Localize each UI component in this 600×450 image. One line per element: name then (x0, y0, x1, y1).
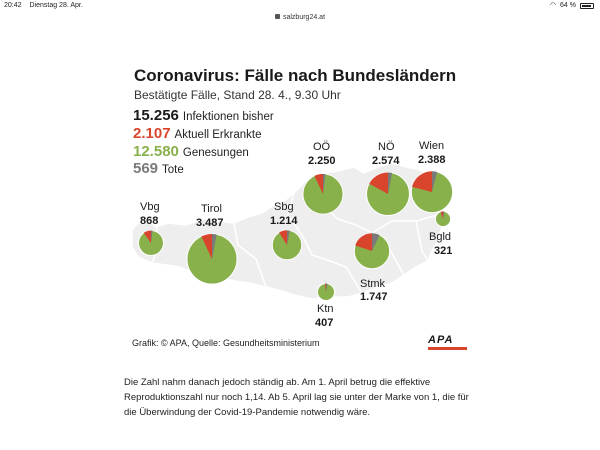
status-time: 20:42 (4, 2, 22, 9)
pie-tirol (186, 233, 238, 285)
stat-infections-label: Infektionen bisher (182, 111, 274, 123)
region-value-bgld: 321 (434, 245, 453, 257)
pie-slice-deaths (443, 211, 445, 219)
pie-slice-active (369, 172, 388, 194)
stat-recovered-label: Genesungen (182, 147, 249, 159)
pie-slice-active (440, 211, 443, 219)
pie-slice-deaths (323, 173, 326, 194)
region-label-ktn: Ktn (317, 303, 334, 315)
address-bar[interactable]: salzburg24.at (0, 11, 600, 24)
region-label-tirol: Tirol (201, 203, 222, 215)
stat-active-label: Aktuell Erkrankte (174, 129, 262, 141)
apa-logo-bar (428, 347, 467, 350)
infographic-credit: Grafik: © APA, Quelle: Gesundheitsminist… (132, 338, 320, 348)
region-label-oö: OÖ (313, 141, 331, 153)
pie-slice-active (314, 173, 323, 194)
apa-logo-text: APA (428, 334, 454, 346)
pie-ktn (316, 282, 336, 302)
stat-recovered-value: 12.580 (133, 143, 179, 160)
pie-slice-active (279, 230, 287, 245)
region-label-bgld: Bgld (429, 231, 452, 243)
stat-active: 2.107 Aktuell Erkrankte (133, 125, 261, 143)
region-value-wien: 2.388 (418, 154, 446, 166)
austria-map (131, 162, 454, 302)
status-bar: 20:42 Dienstag 28. Apr. ◠ 64 % (0, 0, 600, 11)
region-value-stmk: 1.747 (360, 291, 388, 303)
region-label-nö: NÖ (378, 141, 395, 153)
pie-slice-deaths (372, 233, 380, 251)
pie-slice-deaths (432, 171, 438, 192)
pie-slice-deaths (212, 234, 217, 259)
battery-percent: 64 % (560, 2, 576, 9)
pie-bgld (434, 210, 452, 228)
region-label-vbg: Vbg (140, 201, 160, 213)
pie-vbg (138, 230, 164, 256)
stat-deaths-label: Tote (162, 164, 184, 176)
status-date: Dienstag 28. Apr. (29, 2, 83, 9)
region-value-sbg: 1.214 (270, 215, 298, 227)
region-value-vbg: 868 (140, 215, 159, 227)
pie-slice-active (355, 233, 372, 251)
region-label-wien: Wien (419, 140, 445, 152)
stat-active-value: 2.107 (133, 125, 171, 142)
lock-icon (274, 13, 280, 19)
pie-slice-deaths (287, 230, 290, 245)
pie-slice-active (201, 234, 212, 259)
pie-slice-active (143, 230, 151, 243)
url-text: salzburg24.at (282, 14, 326, 21)
pie-slice-active (411, 171, 432, 192)
corona-infographic: Coronavirus: Fälle nach Bundesländern Be… (116, 55, 486, 360)
pie-sbg (271, 229, 303, 261)
status-left: 20:42 Dienstag 28. Apr. (4, 0, 89, 11)
status-right: ◠ 64 % (550, 0, 594, 11)
region-value-nö: 2.574 (372, 155, 400, 167)
region-value-tirol: 3.487 (196, 217, 224, 229)
region-value-oö: 2.250 (308, 155, 336, 167)
pie-slice-deaths (388, 172, 393, 194)
pie-wien (410, 170, 454, 214)
infographic-title: Coronavirus: Fälle nach Bundesländern (134, 66, 457, 85)
pie-slice-active (324, 283, 326, 292)
pie-slice-deaths (151, 230, 153, 243)
stat-deaths-value: 569 (133, 160, 159, 177)
pie-nö (366, 172, 410, 216)
stat-recovered: 12.580 Genesungen (133, 143, 249, 161)
wifi-icon: ◠ (549, 2, 557, 9)
pie-stmk (353, 232, 391, 270)
region-label-sbg: Sbg (274, 201, 294, 213)
stat-infections-value: 15.256 (133, 107, 179, 124)
apa-logo: APA (428, 335, 467, 350)
region-value-ktn: 407 (315, 317, 334, 329)
pie-slice-deaths (326, 283, 328, 292)
stat-infections: 15.256 Infektionen bisher (133, 107, 274, 125)
region-label-stmk: Stmk (360, 278, 386, 290)
infographic-subtitle: Bestätigte Fälle, Stand 28. 4., 9.30 Uhr (134, 88, 341, 102)
pie-oö (302, 173, 344, 215)
battery-icon (580, 2, 594, 9)
stat-deaths: 569 Tote (133, 160, 184, 178)
article-paragraph: Die Zahl nahm danach jedoch ständig ab. … (124, 377, 469, 418)
